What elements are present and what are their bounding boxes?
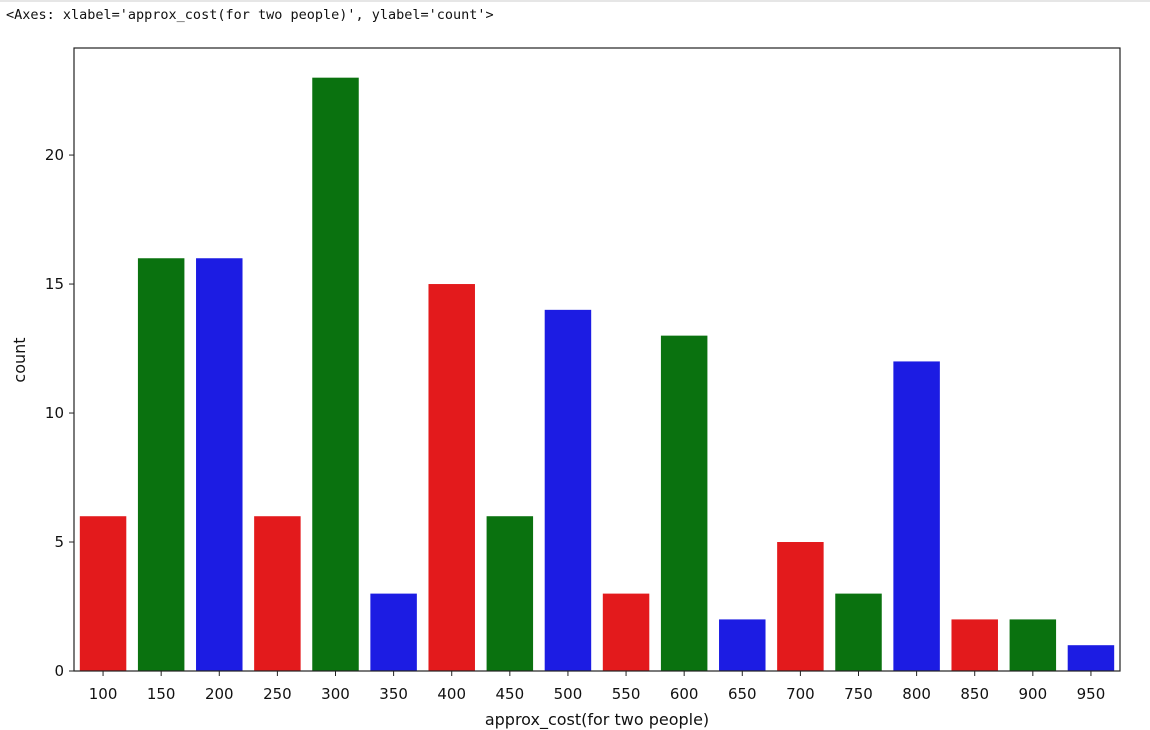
y-tick-label: 10: [45, 404, 64, 422]
y-axis-label: count: [10, 337, 29, 382]
x-tick-label: 800: [902, 685, 931, 703]
bar-850: [951, 619, 998, 671]
bar-550: [602, 593, 650, 671]
bar-700: [777, 542, 824, 671]
bar-200: [196, 258, 243, 671]
x-tick-label: 350: [379, 685, 408, 703]
x-tick-label: 650: [728, 685, 757, 703]
x-ticks-group: 100 150 200 250 300 350 400 450 500 550 600 650 700 7…: [89, 671, 1106, 703]
cell-output-text: <Axes: xlabel='approx_cost(for two peopl…: [6, 7, 494, 23]
x-tick-label: 550: [612, 685, 641, 703]
y-tick-label: 15: [45, 275, 64, 293]
x-tick-label: 900: [1019, 685, 1048, 703]
x-tick-label: 700: [786, 685, 815, 703]
bar-400: [428, 284, 475, 671]
bar-800: [893, 361, 940, 671]
bar-300: [312, 77, 359, 672]
x-tick-label: 150: [147, 685, 176, 703]
plot-frame: [73, 47, 1121, 672]
bars-group: [79, 77, 1115, 672]
x-tick-label: 100: [89, 685, 118, 703]
bar-950: [1067, 645, 1115, 671]
x-tick-label: 500: [554, 685, 583, 703]
bar-100: [79, 516, 127, 671]
cell-divider: [0, 0, 1150, 2]
x-tick-label: 950: [1077, 685, 1106, 703]
x-tick-label: 600: [670, 685, 699, 703]
x-tick-label: 400: [437, 685, 466, 703]
x-tick-label: 200: [205, 685, 234, 703]
bar-250: [254, 516, 301, 671]
x-axis-label: approx_cost(for two people): [485, 710, 709, 730]
bar-350: [370, 593, 417, 671]
bar-600: [660, 335, 708, 671]
bar-150: [137, 258, 185, 671]
bar-750: [835, 593, 882, 671]
x-tick-label: 850: [960, 685, 989, 703]
bar-500: [544, 309, 592, 671]
y-tick-label: 0: [54, 662, 64, 680]
bar-450: [486, 516, 534, 671]
y-tick-label: 20: [45, 146, 64, 164]
x-tick-label: 750: [844, 685, 873, 703]
x-tick-label: 300: [321, 685, 350, 703]
bar-900: [1009, 619, 1057, 671]
bar-650: [719, 619, 766, 671]
y-tick-label: 5: [54, 533, 64, 551]
x-tick-label: 250: [263, 685, 292, 703]
x-tick-label: 450: [496, 685, 525, 703]
y-ticks-group: 0 5 10 15 20: [45, 146, 74, 680]
